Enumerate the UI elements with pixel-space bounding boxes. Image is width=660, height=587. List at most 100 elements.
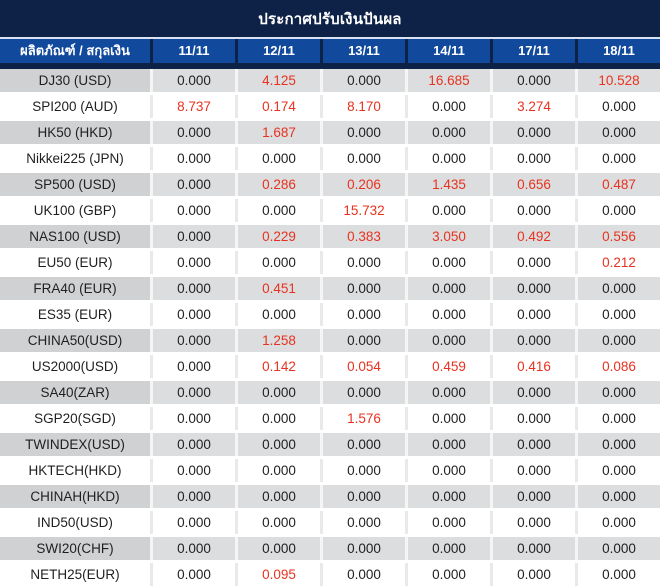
value-cell: 0.000 [238,303,320,326]
table-row: CHINAH(HKD) 0.000 0.000 0.000 0.000 0.000 0.00… [0,485,660,508]
value-cell: 0.095 [238,563,320,586]
product-cell: ES35 (EUR) [0,303,150,326]
value-cell: 0.000 [323,329,405,352]
value-cell: 0.000 [153,173,235,196]
col-header-date: 11/11 [153,39,235,63]
value-cell: 1.258 [238,329,320,352]
value-cell: 0.000 [493,147,575,170]
value-cell: 0.000 [153,121,235,144]
value-cell: 0.000 [408,563,490,586]
value-cell: 0.000 [578,121,660,144]
value-cell: 0.000 [578,329,660,352]
value-cell: 0.487 [578,173,660,196]
value-cell: 0.000 [578,147,660,170]
value-cell: 0.000 [408,121,490,144]
product-cell: TWINDEX(USD) [0,433,150,456]
value-cell: 0.000 [408,537,490,560]
value-cell: 1.576 [323,407,405,430]
value-cell: 0.000 [323,459,405,482]
value-cell: 0.000 [323,485,405,508]
value-cell: 0.000 [153,355,235,378]
value-cell: 0.000 [578,381,660,404]
value-cell: 0.000 [153,199,235,222]
product-cell: CHINAH(HKD) [0,485,150,508]
value-cell: 0.000 [153,537,235,560]
value-cell: 0.212 [578,251,660,274]
table-row: HK50 (HKD) 0.000 1.687 0.000 0.000 0.000 0.000 [0,121,660,144]
value-cell: 0.000 [153,511,235,534]
value-cell: 0.000 [578,277,660,300]
value-cell: 8.737 [153,95,235,118]
col-header-product: ผลิตภัณฑ์ / สกุลเงิน [0,39,150,63]
table-row: ES35 (EUR) 0.000 0.000 0.000 0.000 0.000 0.000 [0,303,660,326]
value-cell: 0.000 [493,537,575,560]
value-cell: 0.000 [493,121,575,144]
value-cell: 0.000 [408,277,490,300]
value-cell: 0.142 [238,355,320,378]
value-cell: 0.000 [408,199,490,222]
value-cell: 0.000 [153,225,235,248]
table-row: TWINDEX(USD) 0.000 0.000 0.000 0.000 0.000 0.0… [0,433,660,456]
value-cell: 0.000 [408,251,490,274]
value-cell: 0.000 [323,511,405,534]
value-cell: 0.000 [238,433,320,456]
product-cell: EU50 (EUR) [0,251,150,274]
value-cell: 8.170 [323,95,405,118]
value-cell: 0.000 [408,511,490,534]
value-cell: 0.000 [153,69,235,92]
table-row: SGP20(SGD) 0.000 0.000 1.576 0.000 0.000 0.000 [0,407,660,430]
product-cell: NETH25(EUR) [0,563,150,586]
value-cell: 0.000 [493,563,575,586]
value-cell: 0.054 [323,355,405,378]
value-cell: 0.000 [238,199,320,222]
value-cell: 0.206 [323,173,405,196]
product-cell: DJ30 (USD) [0,69,150,92]
value-cell: 0.000 [323,121,405,144]
col-header-date: 13/11 [323,39,405,63]
value-cell: 0.416 [493,355,575,378]
table-row: NETH25(EUR) 0.000 0.095 0.000 0.000 0.000 0.00… [0,563,660,586]
value-cell: 0.000 [408,95,490,118]
product-cell: NAS100 (USD) [0,225,150,248]
table-row: CHINA50(USD) 0.000 1.258 0.000 0.000 0.000 0.0… [0,329,660,352]
value-cell: 0.000 [578,511,660,534]
table-row: SA40(ZAR) 0.000 0.000 0.000 0.000 0.000 0.000 [0,381,660,404]
value-cell: 0.000 [153,485,235,508]
value-cell: 0.000 [493,485,575,508]
table-row: IND50(USD) 0.000 0.000 0.000 0.000 0.000 0.000 [0,511,660,534]
value-cell: 0.000 [238,459,320,482]
table-body: DJ30 (USD) 0.000 4.125 0.000 16.685 0.000 10.5… [0,69,660,587]
value-cell: 0.000 [493,277,575,300]
value-cell: 0.000 [493,511,575,534]
value-cell: 10.528 [578,69,660,92]
col-header-date: 12/11 [238,39,320,63]
value-cell: 0.000 [408,147,490,170]
table-row: DJ30 (USD) 0.000 4.125 0.000 16.685 0.000 10.5… [0,69,660,92]
value-cell: 0.000 [238,147,320,170]
value-cell: 0.000 [493,407,575,430]
value-cell: 3.274 [493,95,575,118]
value-cell: 0.000 [408,459,490,482]
value-cell: 0.000 [408,381,490,404]
value-cell: 0.000 [323,251,405,274]
value-cell: 0.000 [408,329,490,352]
value-cell: 0.000 [493,251,575,274]
value-cell: 0.000 [153,277,235,300]
value-cell: 0.556 [578,225,660,248]
table-header-row: ผลิตภัณฑ์ / สกุลเงิน 11/11 12/11 13/11 14/1… [0,39,660,69]
value-cell: 0.000 [578,459,660,482]
value-cell: 0.229 [238,225,320,248]
value-cell: 0.492 [493,225,575,248]
value-cell: 0.286 [238,173,320,196]
value-cell: 0.000 [493,433,575,456]
value-cell: 0.451 [238,277,320,300]
value-cell: 0.000 [493,69,575,92]
value-cell: 0.000 [578,485,660,508]
product-cell: Nikkei225 (JPN) [0,147,150,170]
title-divider [0,37,660,39]
table-row: FRA40 (EUR) 0.000 0.451 0.000 0.000 0.000 0.00… [0,277,660,300]
value-cell: 0.000 [238,251,320,274]
product-cell: SGP20(SGD) [0,407,150,430]
value-cell: 4.125 [238,69,320,92]
value-cell: 0.000 [408,433,490,456]
